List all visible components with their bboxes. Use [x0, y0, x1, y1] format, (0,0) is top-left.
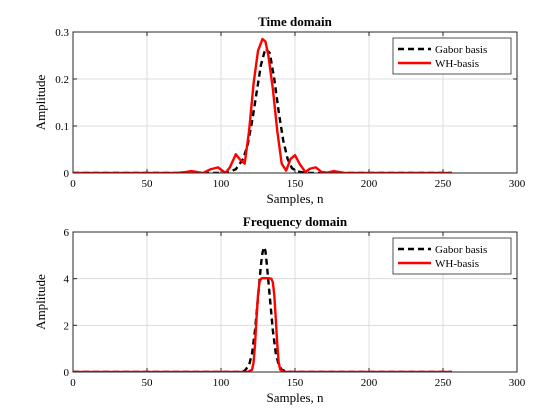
- x-tick-label: 300: [509, 377, 526, 389]
- chart-title: Frequency domain: [243, 214, 348, 229]
- y-tick-label: 2: [64, 320, 70, 332]
- legend-label: WH-basis: [435, 58, 479, 70]
- y-tick-label: 0: [64, 168, 70, 180]
- legend-label: WH-basis: [435, 258, 479, 270]
- legend-label: Gabor basis: [435, 44, 487, 56]
- legend: Gabor basis WH-basis: [392, 237, 512, 275]
- legend-box: [392, 237, 512, 275]
- y-tick-label: 0.1: [55, 121, 69, 133]
- axes-box: [72, 31, 518, 174]
- x-tick-label: 50: [142, 178, 154, 190]
- chart-title: Time domain: [258, 14, 333, 29]
- y-tick-label: 4: [64, 274, 70, 286]
- series-line-wh: [73, 277, 452, 372]
- y-tick-label: 0.2: [55, 74, 69, 86]
- axes-box: [72, 231, 518, 373]
- x-tick-label: 300: [509, 178, 526, 190]
- x-tick-label: 200: [361, 178, 378, 190]
- subplot-2: 0 50 100 150 200 250 300 0 2 4 6 Frequency domain Sa…: [33, 214, 526, 405]
- x-tick-label: 0: [70, 178, 76, 190]
- x-tick-label: 150: [287, 178, 304, 190]
- series-line-wh: [73, 37, 452, 173]
- legend: Gabor basis WH-basis: [392, 37, 512, 75]
- y-axis-label: Amplitude: [33, 74, 48, 130]
- y-tick-label: 6: [64, 227, 70, 239]
- x-tick-label: 100: [213, 178, 230, 190]
- x-tick-label: 0: [70, 377, 76, 389]
- x-tick-label: 250: [435, 178, 452, 190]
- x-tick-label: 250: [435, 377, 452, 389]
- y-tick-label: 0: [64, 367, 70, 379]
- legend-label: Gabor basis: [435, 244, 487, 256]
- x-axis-label: Samples, n: [266, 390, 324, 405]
- series-group: [73, 37, 452, 173]
- y-tick-label: 0.3: [55, 27, 69, 39]
- x-tick-label: 100: [213, 377, 230, 389]
- x-tick-label: 200: [361, 377, 378, 389]
- x-tick-label: 150: [287, 377, 304, 389]
- x-axis-label: Samples, n: [266, 191, 324, 206]
- series-group: [73, 245, 452, 372]
- legend-box: [392, 37, 512, 75]
- subplot-1: 0 50 100 150 200 250 300 0 0.1 0.2 0.3 Time domain S…: [33, 14, 526, 206]
- x-tick-label: 50: [142, 377, 154, 389]
- y-axis-label: Amplitude: [33, 274, 48, 330]
